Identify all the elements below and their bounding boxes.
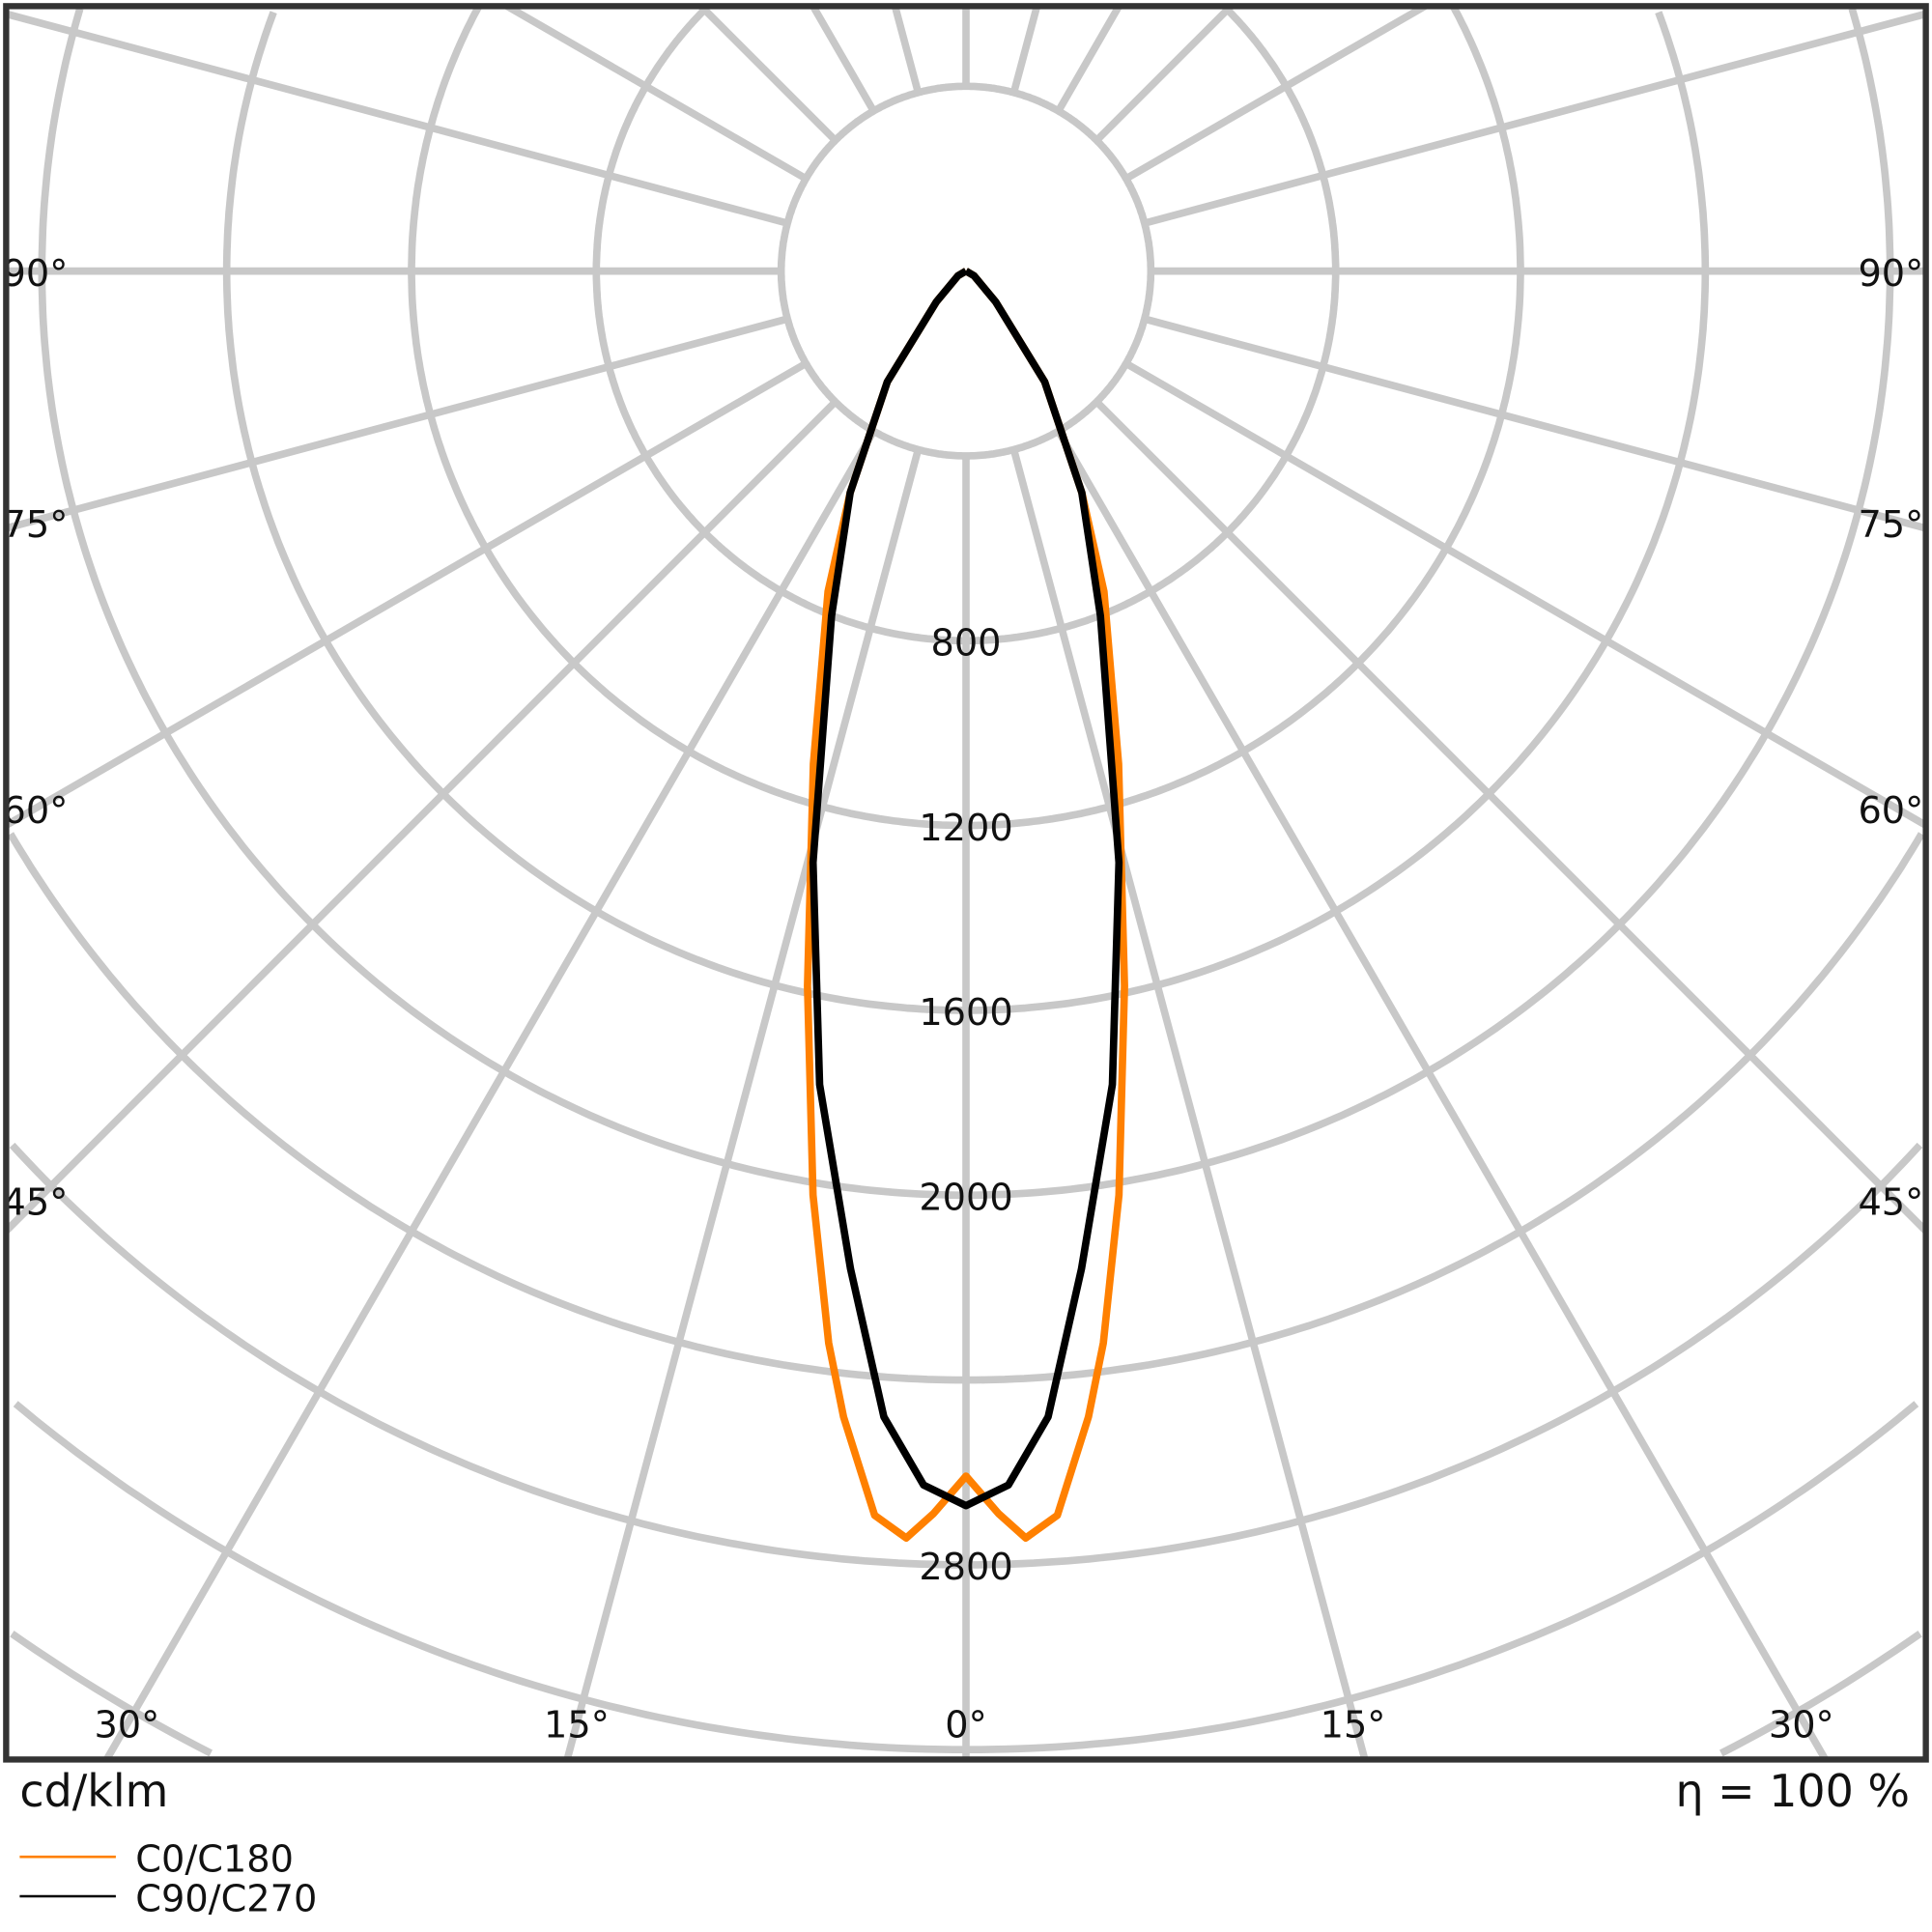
grid-spoke-60 xyxy=(1123,359,1928,829)
grid-spoke-30 xyxy=(1055,429,1829,1762)
series-curve-C90-C270 xyxy=(809,268,1123,1510)
radial-tick-labels: 800 1200 1600 2000 2800 xyxy=(919,622,1012,1590)
radial-tick-label-800: 800 xyxy=(930,622,1001,666)
unit-label: cd/klm xyxy=(19,1765,168,1817)
series-curve-C0-C180 xyxy=(804,268,1128,1542)
grid-ring-2000 xyxy=(966,7,1894,1200)
radial-tick-label-2000: 2000 xyxy=(919,1177,1012,1220)
chart-frame xyxy=(3,3,1929,1763)
grid-spoke-330 xyxy=(103,429,877,1762)
angle-label-left-45: 45° xyxy=(3,1181,69,1225)
grid-ring-1200 xyxy=(408,4,966,830)
grid-spoke-315 xyxy=(3,399,838,1234)
grid-ring-1600 xyxy=(966,11,1710,1014)
grid-ring-2800 xyxy=(9,1142,966,1569)
angle-label-bottom-15-right: 15° xyxy=(1321,1703,1386,1747)
angle-label-right-60: 60° xyxy=(1858,789,1923,833)
grid-ring-3600 xyxy=(10,1631,213,1757)
grid-ring-2800 xyxy=(966,1142,1923,1569)
angle-label-bottom-15-left: 15° xyxy=(544,1703,610,1747)
angle-label-left-60: 60° xyxy=(3,789,69,833)
grid-spoke-75 xyxy=(1143,315,1927,532)
radial-tick-label-2800: 2800 xyxy=(919,1546,1012,1589)
grid-spoke-300 xyxy=(4,359,809,829)
grid-spoke-195 xyxy=(891,5,923,94)
polar-grid xyxy=(3,3,1929,1762)
grid-spoke-120 xyxy=(1123,3,1427,183)
legend-label-c0: C0/C180 xyxy=(135,1837,294,1881)
grid-ring-3200 xyxy=(966,1401,1919,1754)
grid-spoke-285 xyxy=(5,315,789,532)
radial-tick-label-1200: 1200 xyxy=(919,807,1012,850)
angle-label-bottom-0: 0° xyxy=(945,1703,986,1747)
grid-spoke-210 xyxy=(810,4,877,113)
grid-ring-3600 xyxy=(1719,1631,1922,1757)
efficiency-label: η = 100 % xyxy=(1675,1765,1910,1817)
legend-label-c90: C90/C270 xyxy=(135,1877,317,1920)
grid-spoke-345 xyxy=(563,448,923,1761)
angle-label-right-90: 90° xyxy=(1858,252,1923,296)
angle-label-bottom-30-left: 30° xyxy=(94,1703,159,1747)
grid-spoke-240 xyxy=(505,3,809,183)
angle-label-right-75: 75° xyxy=(1858,503,1923,547)
grid-ring-2400 xyxy=(966,832,1925,1384)
grid-spoke-45 xyxy=(1094,399,1929,1234)
grid-spoke-225 xyxy=(698,3,838,144)
angle-label-right-45: 45° xyxy=(1858,1181,1923,1225)
grid-ring-2000 xyxy=(38,7,966,1200)
radial-tick-label-1600: 1600 xyxy=(919,991,1012,1035)
grid-spoke-150 xyxy=(1055,4,1122,113)
grid-ring-1200 xyxy=(966,4,1524,830)
grid-spoke-105 xyxy=(1143,10,1927,227)
grid-spoke-135 xyxy=(1094,3,1234,144)
angle-label-left-75: 75° xyxy=(3,503,69,547)
curves xyxy=(804,268,1128,1542)
grid-spoke-15 xyxy=(1009,448,1369,1761)
grid-spoke-255 xyxy=(5,10,789,227)
grid-ring-3200 xyxy=(13,1401,966,1754)
grid-ring-2400 xyxy=(7,832,966,1384)
angle-label-bottom-30-right: 30° xyxy=(1769,1703,1834,1747)
grid-spoke-165 xyxy=(1009,5,1041,94)
grid-ring-1600 xyxy=(222,11,966,1014)
angle-label-left-90: 90° xyxy=(3,252,69,296)
